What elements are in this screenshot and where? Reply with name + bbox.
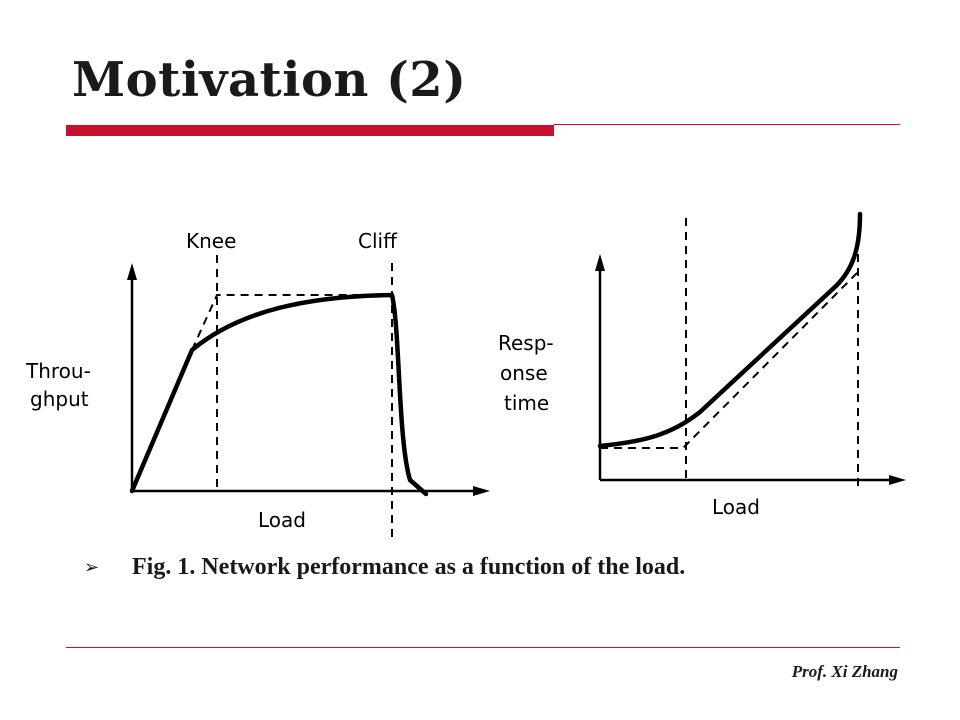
knee-label: Knee [186, 229, 236, 253]
response-ylabel-line2: onse [500, 361, 548, 385]
response-ideal-line [600, 271, 859, 449]
response-y-arrow [595, 254, 605, 271]
caption-text: Fig. 1. Network performance as a functio… [132, 554, 686, 580]
response-ylabel-line1: Resp- [498, 331, 554, 355]
bullet-arrow-icon: ➢ [84, 557, 100, 578]
response-xlabel: Load [712, 495, 760, 519]
response-x-arrow [889, 475, 906, 485]
footer-author: Prof. Xi Zhang [791, 662, 898, 681]
cliff-label: Cliff [358, 229, 398, 253]
title-divider [554, 124, 900, 125]
throughput-xlabel: Load [258, 508, 306, 532]
throughput-x-arrow [473, 486, 490, 496]
response-time-plot: Resp- onse time Load [498, 211, 906, 519]
throughput-ylabel-line2: ghput [30, 387, 89, 411]
throughput-ideal-line [191, 294, 392, 351]
footer-divider [66, 647, 900, 648]
response-ylabel-line3: time [504, 391, 549, 415]
title-accent-bar [66, 125, 554, 136]
throughput-plot: Knee Cliff Throu- ghput Load [25, 229, 490, 538]
throughput-y-arrow [127, 263, 137, 280]
slide-title: Motivation (2) [72, 52, 467, 108]
figure-caption: ➢ Fig. 1. Network performance as a funct… [84, 554, 685, 581]
throughput-ylabel-line1: Throu- [25, 359, 91, 383]
throughput-curve [129, 292, 429, 497]
response-time-curve [597, 211, 863, 449]
